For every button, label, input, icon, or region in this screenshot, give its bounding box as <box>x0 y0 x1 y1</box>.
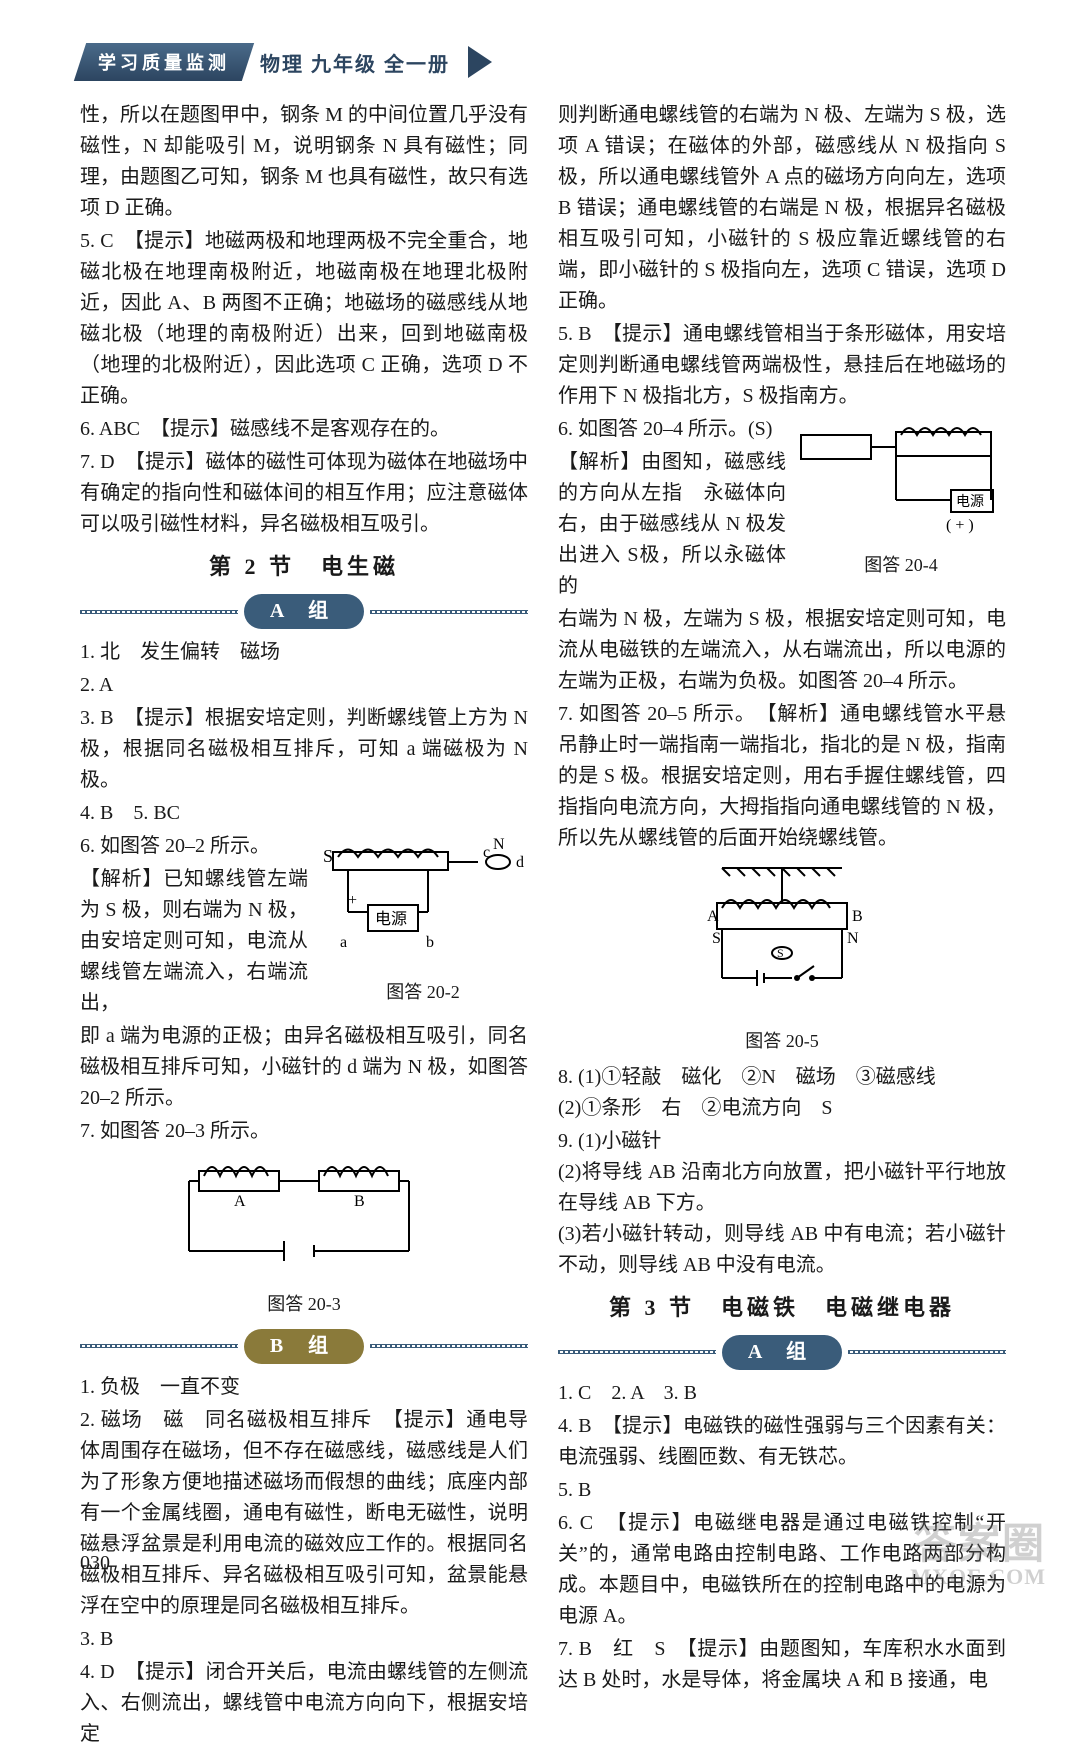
header-badge: 学习质量监测 <box>74 43 254 81</box>
b9: 9. (1)小磁针 (2)将导线 AB 沿南北方向放置，把小磁针平行地放在导线 … <box>558 1126 1006 1281</box>
fig-20-5-svg: A B S N S <box>662 858 902 1028</box>
section-3-title: 第 3 节 电磁铁 电磁继电器 <box>558 1291 1006 1325</box>
b8: 8. (1)①轻敲 磁化 ②N 磁场 ③磁感线 (2)①条形 右 ②电流方向 S <box>558 1062 1006 1124</box>
b4-cont: 则判断通电螺线管的右端为 N 极、左端为 S 极，选项 A 错误；在磁体的外部，… <box>558 100 1006 317</box>
b2: 2. 磁场 磁 同名磁极相互排斥 【提示】通电导体周围存在磁场，但不存在磁感线，… <box>80 1405 528 1622</box>
f2-d: d <box>516 854 524 871</box>
header-arrow-icon <box>468 46 492 78</box>
q6: 6. ABC 【提示】磁感线不是客观存在的。 <box>80 414 528 445</box>
fig-20-2-svg: S c d N 电源 + a b <box>318 837 528 977</box>
c5: 5. B <box>558 1475 1006 1506</box>
f3-A: A <box>234 1193 246 1210</box>
f5-S2: S <box>777 946 784 960</box>
f4-plus: ( + ) <box>946 517 974 534</box>
group-b-pill: B 组 <box>244 1329 364 1364</box>
c6: 6. C 【提示】电磁继电器是通过电磁铁控制“开关”的，通常电路由控制电路、工作… <box>558 1508 1006 1632</box>
f5-N: N <box>847 930 859 947</box>
b1: 1. 负极 一直不变 <box>80 1372 528 1403</box>
page-number: 030 <box>80 1552 110 1575</box>
a3: 3. B 【提示】根据安培定则，判断螺线管上方为 N 极，根据同名磁极相互排斥，… <box>80 703 528 796</box>
group-a-pill: A 组 <box>244 594 364 629</box>
c4: 4. B 【提示】电磁铁的磁性强弱与三个因素有关：电流强弱、线圈匝数、有无铁芯。 <box>558 1411 1006 1473</box>
a6c: 即 a 端为电源的正极；由异名磁极相互吸引，同名磁极相互排斥可知，小磁针的 d … <box>80 1021 528 1114</box>
group-a-bar-2: A 组 <box>558 1335 1006 1370</box>
q5: 5. C 【提示】地磁两极和地理两极不完全重合，地磁北极在地理南极附近，地磁南极… <box>80 226 528 412</box>
a2: 2. A <box>80 670 528 701</box>
prev-q-cont: 性，所以在题图甲中，钢条 M 的中间位置几乎没有磁性，N 却能吸引 M，说明钢条… <box>80 100 528 224</box>
page-body: 性，所以在题图甲中，钢条 M 的中间位置几乎没有磁性，N 却能吸引 M，说明钢条… <box>80 100 1006 1540</box>
group-line-right-2 <box>848 1350 1006 1354</box>
f2-N: N <box>493 837 505 853</box>
fig-20-5-caption: 图答 20-5 <box>558 1028 1006 1056</box>
a4: 4. B 5. BC <box>80 798 528 829</box>
figure-20-2: S c d N 电源 + a b 图答 20-2 <box>318 831 528 1013</box>
f2-b: b <box>426 934 434 951</box>
fig-20-3-caption: 图答 20-3 <box>80 1291 528 1319</box>
group-a-pill-2: A 组 <box>722 1335 842 1370</box>
f5-S: S <box>712 930 721 947</box>
f3-B: B <box>354 1193 365 1210</box>
a7: 7. 如图答 20–3 所示。 <box>80 1116 528 1147</box>
b5: 5. B 【提示】通电螺线管相当于条形磁体，用安培定则判断通电螺线管两端极性，悬… <box>558 319 1006 412</box>
b4: 4. D 【提示】闭合开关后，电流由螺线管的左侧流入、右侧流出，螺线管中电流方向… <box>80 1657 528 1750</box>
f5-A: A <box>707 908 719 925</box>
c7: 7. B 红 S 【提示】由题图知，车库积水水面到达 B 处时，水是导体，将金属… <box>558 1634 1006 1696</box>
group-line-right-b <box>370 1344 528 1348</box>
group-line-left-2 <box>558 1350 716 1354</box>
f2-src: 电源 <box>375 910 407 928</box>
page-header: 学习质量监测 物理 九年级 全一册 <box>80 40 986 84</box>
section-2-title: 第 2 节 电生磁 <box>80 550 528 584</box>
figure-20-3: A B 图答 20-3 <box>80 1151 528 1319</box>
group-a-bar-1: A 组 <box>80 594 528 629</box>
group-line-right <box>370 610 528 614</box>
f2-S: S <box>323 846 333 866</box>
fig-20-2-caption: 图答 20-2 <box>318 979 528 1007</box>
fig-20-4-svg: 电源 ( + ) <box>796 420 1006 550</box>
b6c: 右端为 N 极，左端为 S 极，根据安培定则可知，电流从电磁铁的左端流入，从右端… <box>558 604 1006 697</box>
figure-20-4: 电源 ( + ) 图答 20-4 <box>796 414 1006 586</box>
f2-plus: + <box>348 892 357 909</box>
group-line-left <box>80 610 238 614</box>
c1: 1. C 2. A 3. B <box>558 1378 1006 1409</box>
b3: 3. B <box>80 1624 528 1655</box>
header-badge-text: 学习质量监测 <box>98 49 230 75</box>
header-subject: 物理 九年级 全一册 <box>260 48 450 77</box>
f4-src: 电源 <box>956 494 984 510</box>
a1: 1. 北 发生偏转 磁场 <box>80 637 528 668</box>
q7: 7. D 【提示】磁体的磁性可体现为磁体在地磁场中有确定的指向性和磁体间的相互作… <box>80 447 528 540</box>
figure-20-5: A B S N S 图答 20-5 <box>558 858 1006 1056</box>
f2-a: a <box>340 934 347 951</box>
f5-B: B <box>852 908 863 925</box>
group-line-left-b <box>80 1344 238 1348</box>
group-b-bar: B 组 <box>80 1329 528 1364</box>
b7: 7. 如图答 20–5 所示。 【解析】通电螺线管水平悬吊静止时一端指南一端指北… <box>558 699 1006 854</box>
fig-20-3-svg: A B <box>174 1151 434 1291</box>
fig-20-4-caption: 图答 20-4 <box>796 552 1006 580</box>
